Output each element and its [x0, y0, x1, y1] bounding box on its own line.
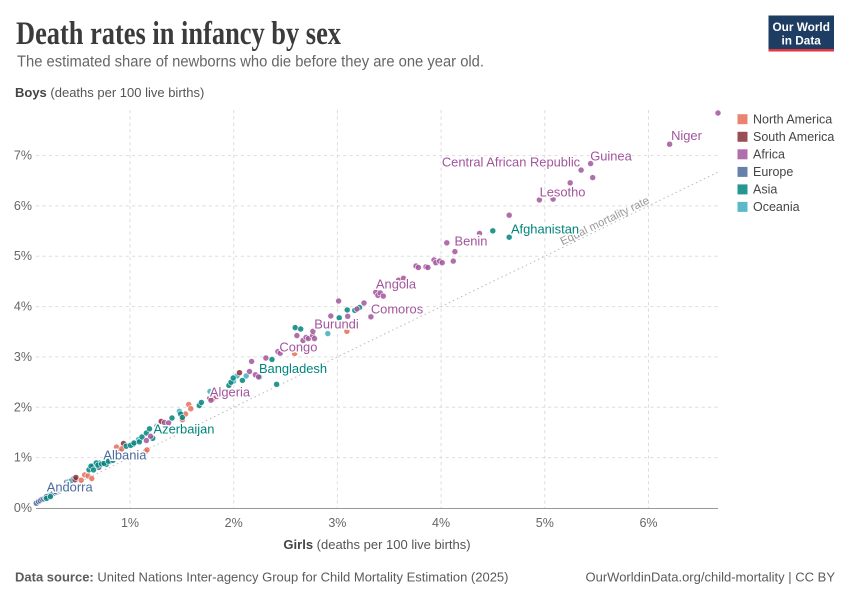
svg-text:2%: 2% — [14, 400, 32, 414]
svg-text:3%: 3% — [14, 350, 32, 364]
svg-text:3%: 3% — [328, 516, 346, 530]
svg-text:Asia: Asia — [753, 183, 777, 197]
svg-text:Oceania: Oceania — [753, 200, 800, 214]
svg-text:Niger: Niger — [671, 128, 703, 143]
svg-text:Lesotho: Lesotho — [540, 185, 586, 200]
svg-text:The estimated share of newborn: The estimated share of newborns who die … — [17, 54, 484, 71]
svg-text:Burundi: Burundi — [314, 317, 358, 332]
svg-text:North America: North America — [753, 113, 832, 127]
svg-text:South America: South America — [753, 130, 834, 144]
svg-text:Europe: Europe — [753, 165, 793, 179]
svg-text:Andorra: Andorra — [47, 479, 94, 494]
svg-text:OurWorldinData.org/child-morta: OurWorldinData.org/child-mortality | CC … — [586, 570, 836, 585]
svg-text:Algeria: Algeria — [210, 384, 251, 399]
svg-text:4%: 4% — [14, 300, 32, 314]
svg-text:Albania: Albania — [103, 448, 147, 463]
svg-text:7%: 7% — [14, 149, 32, 163]
svg-text:1%: 1% — [14, 451, 32, 465]
svg-text:5%: 5% — [14, 249, 32, 263]
svg-text:Africa: Africa — [753, 148, 785, 162]
svg-text:Girls (deaths per 100 live bir: Girls (deaths per 100 live births) — [283, 537, 470, 552]
svg-text:Angola: Angola — [376, 277, 417, 292]
svg-text:6%: 6% — [639, 516, 657, 530]
svg-text:Central African Republic: Central African Republic — [442, 154, 581, 169]
svg-text:Data source: United Nations In: Data source: United Nations Inter-agency… — [15, 570, 509, 585]
svg-text:1%: 1% — [121, 516, 139, 530]
svg-text:2%: 2% — [225, 516, 243, 530]
svg-text:in Data: in Data — [782, 34, 822, 48]
svg-text:Guinea: Guinea — [590, 149, 632, 164]
svg-text:4%: 4% — [432, 516, 450, 530]
svg-text:Comoros: Comoros — [371, 301, 423, 316]
svg-text:Death rates in infancy by sex: Death rates in infancy by sex — [16, 16, 341, 52]
svg-text:Bangladesh: Bangladesh — [259, 361, 327, 376]
svg-text:0%: 0% — [14, 501, 32, 515]
svg-text:Boys (deaths per 100 live birt: Boys (deaths per 100 live births) — [15, 85, 204, 100]
svg-text:Azerbaijan: Azerbaijan — [154, 421, 215, 436]
svg-text:Our World: Our World — [772, 20, 829, 34]
svg-text:Afghanistan: Afghanistan — [511, 222, 579, 237]
svg-text:5%: 5% — [536, 516, 554, 530]
svg-text:Congo: Congo — [279, 339, 317, 354]
svg-text:Benin: Benin — [455, 234, 488, 249]
svg-text:6%: 6% — [14, 199, 32, 213]
